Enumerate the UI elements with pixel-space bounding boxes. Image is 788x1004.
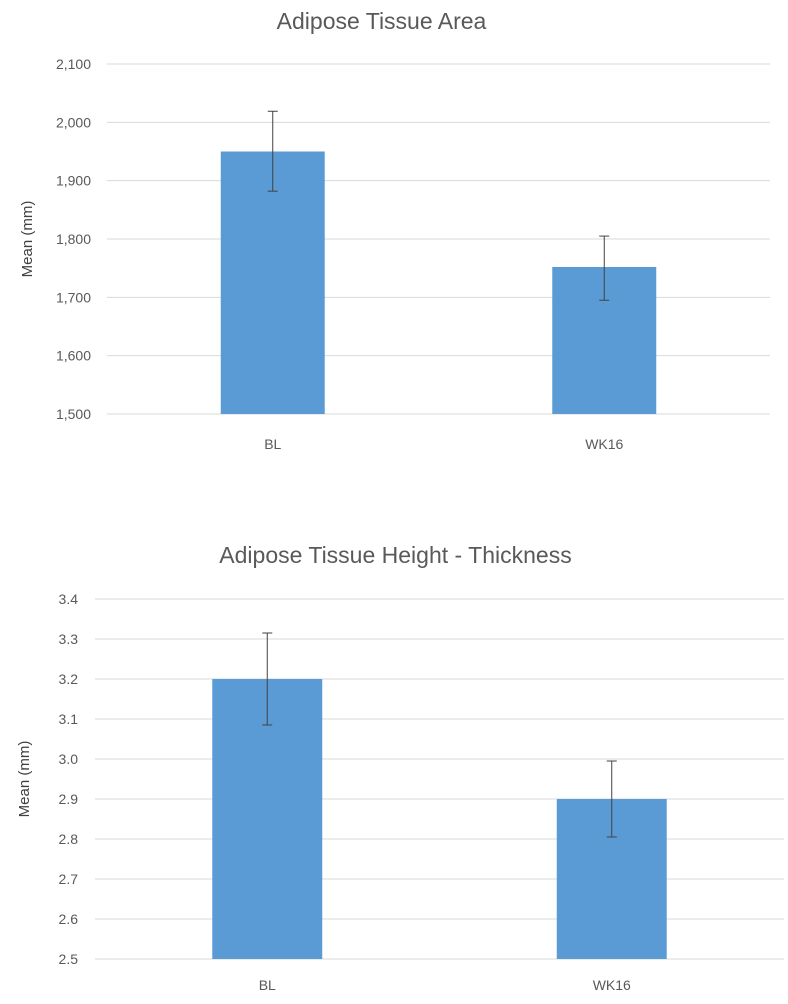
area-y-axis-label: Mean (mm) xyxy=(19,201,36,278)
area-x-tick-label: WK16 xyxy=(585,436,623,452)
thickness-y-tick-label: 2.7 xyxy=(59,871,79,887)
area-bar-bl xyxy=(220,151,325,414)
thickness-y-tick-label: 3.1 xyxy=(59,711,79,727)
area-error-bar-bl xyxy=(267,110,278,192)
area-y-tick-label: 2,100 xyxy=(56,56,91,72)
thickness-x-tick-label: BL xyxy=(259,977,276,993)
area-chart: Adipose Tissue Area Mean (mm) 1,500 1,600 1,… xyxy=(0,0,788,470)
area-chart-svg: Adipose Tissue Area Mean (mm) 1,500 1,600 1,… xyxy=(19,8,770,452)
area-y-tick-label: 1,600 xyxy=(56,348,91,364)
thickness-chart: Adipose Tissue Height - Thickness Mean (m… xyxy=(0,530,788,999)
area-y-tick-label: 1,700 xyxy=(56,289,91,305)
area-y-tick-label: 1,500 xyxy=(56,406,91,422)
area-y-tick-label: 2,000 xyxy=(56,114,91,130)
thickness-error-bar-bl xyxy=(262,632,273,726)
thickness-chart-svg: Adipose Tissue Height - Thickness Mean (m… xyxy=(16,542,784,993)
thickness-x-tick-label: WK16 xyxy=(593,977,631,993)
area-chart-title: Adipose Tissue Area xyxy=(277,8,487,34)
thickness-y-axis-label: Mean (mm) xyxy=(16,741,33,818)
thickness-y-tick-label: 2.6 xyxy=(59,911,79,927)
thickness-y-tick-label: 2.8 xyxy=(59,831,79,847)
thickness-y-tick-label: 3.4 xyxy=(59,591,79,607)
area-x-tick-label: BL xyxy=(264,436,281,452)
thickness-y-tick-label: 3.0 xyxy=(59,751,79,767)
thickness-y-tick-label: 2.5 xyxy=(59,951,79,967)
thickness-chart-title: Adipose Tissue Height - Thickness xyxy=(219,542,571,568)
thickness-y-tick-label: 2.9 xyxy=(59,791,79,807)
thickness-y-tick-label: 3.3 xyxy=(59,631,79,647)
area-y-tick-label: 1,800 xyxy=(56,231,91,247)
thickness-y-tick-label: 3.2 xyxy=(59,671,79,687)
area-y-tick-label: 1,900 xyxy=(56,173,91,189)
thickness-error-bar-wk16 xyxy=(606,760,617,838)
thickness-bar-bl xyxy=(212,679,323,959)
area-error-bar-wk16 xyxy=(599,235,610,301)
